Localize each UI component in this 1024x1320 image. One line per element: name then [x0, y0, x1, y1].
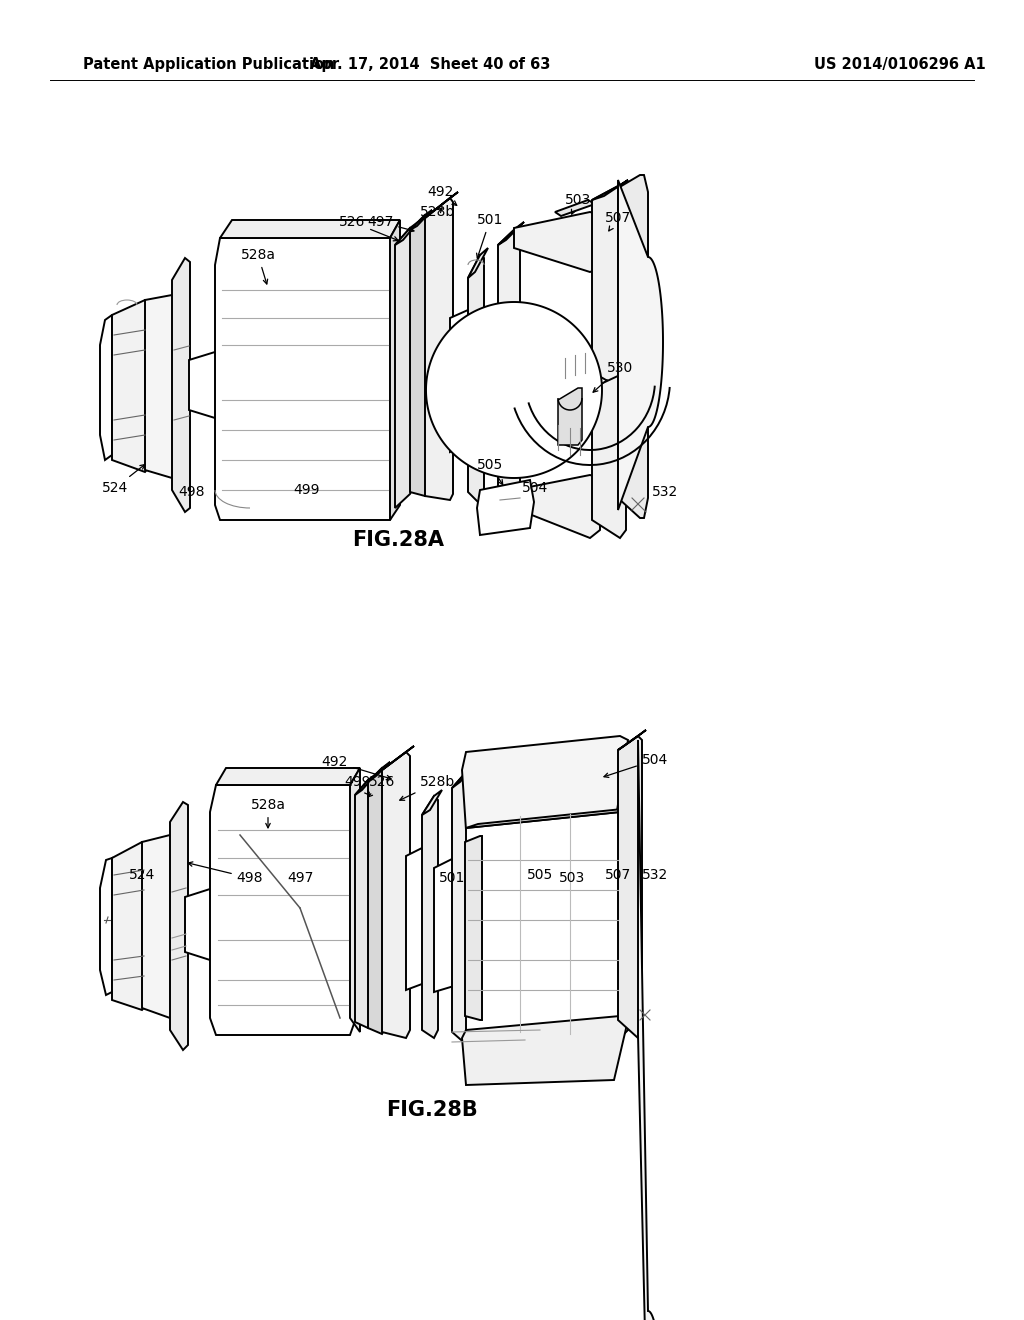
Text: 505: 505: [527, 869, 553, 882]
Text: 497: 497: [367, 215, 414, 232]
Polygon shape: [465, 836, 482, 1020]
Polygon shape: [355, 780, 372, 1028]
Text: 524: 524: [129, 869, 155, 882]
Polygon shape: [468, 255, 484, 504]
Polygon shape: [220, 220, 400, 238]
Polygon shape: [368, 768, 386, 1034]
Text: 504: 504: [522, 480, 548, 495]
Polygon shape: [410, 215, 428, 496]
Polygon shape: [466, 808, 632, 828]
Text: 526: 526: [368, 775, 395, 797]
Polygon shape: [450, 310, 470, 451]
Polygon shape: [422, 796, 438, 1038]
Polygon shape: [422, 789, 442, 814]
Polygon shape: [425, 191, 458, 218]
Text: 498: 498: [179, 484, 205, 499]
Polygon shape: [618, 176, 648, 517]
Text: 532: 532: [652, 484, 678, 499]
Text: 504: 504: [604, 752, 668, 777]
Polygon shape: [555, 201, 595, 216]
Polygon shape: [558, 388, 582, 445]
Polygon shape: [172, 257, 190, 512]
Polygon shape: [170, 803, 188, 1049]
Polygon shape: [406, 847, 424, 990]
Polygon shape: [462, 737, 628, 830]
Text: 503: 503: [565, 193, 591, 214]
Polygon shape: [466, 812, 628, 1038]
Text: 528b: 528b: [421, 205, 456, 219]
Polygon shape: [382, 746, 414, 770]
Polygon shape: [142, 836, 173, 1018]
Polygon shape: [468, 248, 488, 279]
Polygon shape: [618, 180, 663, 510]
Polygon shape: [112, 300, 148, 473]
Polygon shape: [514, 475, 600, 539]
Polygon shape: [216, 768, 360, 785]
Text: 505: 505: [477, 458, 503, 484]
Polygon shape: [100, 315, 112, 459]
Polygon shape: [425, 198, 453, 500]
Polygon shape: [390, 220, 400, 520]
Polygon shape: [618, 737, 642, 1038]
Text: FIG.28A: FIG.28A: [352, 531, 444, 550]
Text: 530: 530: [593, 360, 633, 392]
Polygon shape: [498, 228, 520, 528]
Polygon shape: [514, 213, 600, 272]
Polygon shape: [368, 762, 390, 781]
Text: 498: 498: [188, 862, 263, 884]
Polygon shape: [462, 1016, 628, 1085]
Polygon shape: [215, 238, 395, 520]
Text: 499: 499: [294, 483, 321, 498]
Polygon shape: [477, 480, 534, 535]
Polygon shape: [189, 352, 218, 418]
Polygon shape: [480, 322, 503, 447]
Text: 497: 497: [287, 871, 313, 884]
Polygon shape: [145, 294, 175, 478]
Polygon shape: [618, 730, 646, 750]
Text: Apr. 17, 2014  Sheet 40 of 63: Apr. 17, 2014 Sheet 40 of 63: [310, 58, 550, 73]
Polygon shape: [592, 180, 628, 201]
Text: 528a: 528a: [251, 799, 286, 828]
Polygon shape: [145, 348, 178, 422]
Polygon shape: [498, 222, 524, 246]
Text: 524: 524: [101, 465, 144, 495]
Text: 507: 507: [605, 869, 631, 882]
Text: 532: 532: [642, 869, 668, 882]
Polygon shape: [638, 741, 660, 1320]
Text: 501: 501: [439, 871, 465, 884]
Polygon shape: [382, 752, 410, 1038]
Text: 501: 501: [476, 213, 503, 257]
Polygon shape: [410, 210, 432, 230]
Polygon shape: [210, 785, 356, 1035]
Text: Patent Application Publication: Patent Application Publication: [83, 58, 335, 73]
Polygon shape: [426, 302, 602, 478]
Text: 507: 507: [605, 211, 631, 231]
Text: 492: 492: [322, 755, 391, 780]
Text: FIG.28B: FIG.28B: [386, 1100, 478, 1119]
Polygon shape: [350, 768, 360, 1032]
Polygon shape: [452, 764, 476, 788]
Polygon shape: [142, 886, 175, 964]
Polygon shape: [185, 888, 213, 960]
Polygon shape: [592, 185, 626, 388]
Text: 526: 526: [339, 215, 398, 240]
Polygon shape: [112, 842, 146, 1010]
Polygon shape: [395, 228, 413, 508]
Text: 492: 492: [427, 185, 457, 206]
Polygon shape: [452, 770, 472, 1045]
Polygon shape: [395, 222, 418, 246]
Polygon shape: [434, 858, 456, 993]
Polygon shape: [592, 375, 626, 539]
Text: 503: 503: [559, 871, 585, 884]
Text: 499: 499: [345, 775, 372, 795]
Polygon shape: [355, 774, 376, 795]
Text: 528a: 528a: [241, 248, 275, 284]
Polygon shape: [100, 858, 112, 995]
Text: US 2014/0106296 A1: US 2014/0106296 A1: [814, 58, 986, 73]
Text: 528b: 528b: [399, 775, 456, 800]
